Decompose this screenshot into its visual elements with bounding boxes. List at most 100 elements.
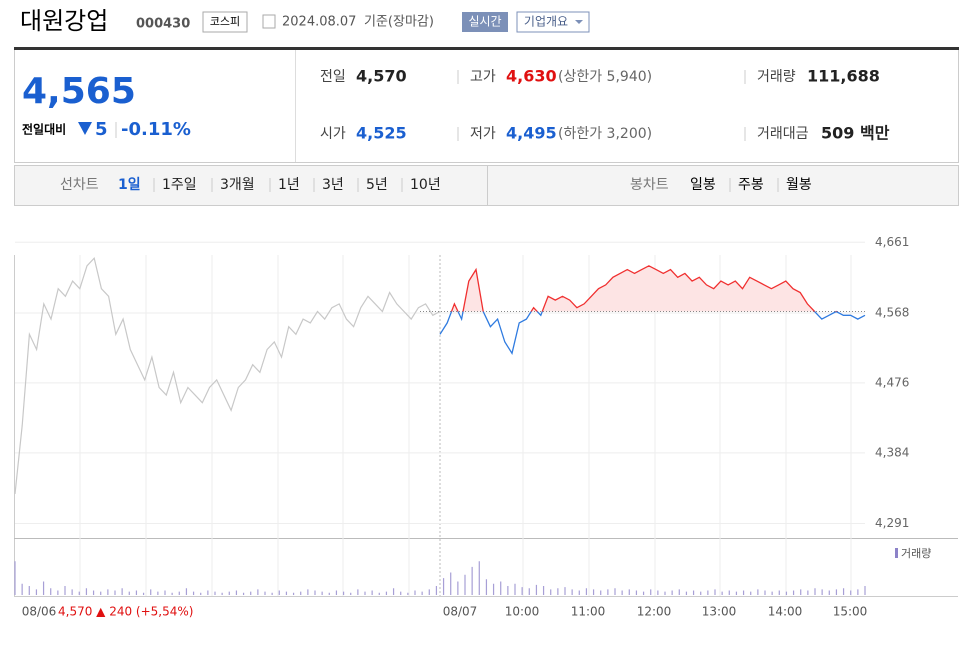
volume-bar — [778, 590, 780, 595]
period-tab[interactable]: 월봉 — [786, 177, 812, 193]
volume-bar — [514, 583, 516, 595]
volume-bar — [128, 591, 130, 595]
stat-label: 시가 — [320, 126, 346, 142]
volume-bar — [728, 590, 730, 595]
stat-value: 111,688 — [807, 67, 880, 86]
period-tab[interactable]: 3년 — [322, 177, 344, 193]
volume-bar — [421, 591, 423, 595]
stat-note: (상한가 5,940) — [558, 69, 652, 85]
y-tick-label: 4,568 — [875, 305, 909, 319]
volume-bar — [428, 589, 430, 595]
period-tab[interactable]: 일봉 — [690, 177, 716, 193]
volume-bar — [42, 581, 45, 595]
volume-bar — [814, 588, 816, 595]
volume-bar — [378, 592, 380, 595]
volume-bar — [857, 589, 859, 595]
volume-bar — [214, 591, 216, 595]
x-tick-label: 14:00 — [768, 605, 803, 619]
tab-group-label: 선차트 — [60, 177, 99, 193]
volume-bar — [614, 588, 616, 595]
price-line-up — [450, 265, 838, 312]
volume-bar — [571, 589, 573, 595]
volume-bar — [414, 590, 416, 595]
market: 코스피 — [210, 15, 240, 28]
stat-label: 거래량 — [757, 69, 796, 85]
x-tick-label: 15:00 — [833, 605, 868, 619]
x-tick-label: 08/07 — [443, 605, 478, 619]
volume-bar — [342, 591, 345, 595]
volume-bar — [457, 581, 459, 595]
volume-bar — [592, 589, 595, 595]
volume-bar — [321, 591, 323, 595]
volume-bar — [750, 591, 752, 595]
stat-value: 4,570 — [356, 67, 407, 86]
period-tab[interactable]: 1주일 — [162, 177, 197, 193]
tab-group-label: 봉차트 — [630, 177, 669, 193]
volume-bar — [407, 592, 409, 595]
period-tab[interactable]: 10년 — [410, 177, 441, 193]
volume-bar — [357, 589, 359, 595]
top-rule — [14, 47, 959, 50]
volume-bar — [278, 590, 280, 595]
period-tab[interactable]: 5년 — [366, 177, 388, 193]
volume-bar — [371, 590, 373, 595]
volume-bar — [564, 587, 566, 595]
period-tab[interactable]: 3개월 — [220, 177, 255, 193]
up-area — [440, 265, 865, 312]
volume-bar — [507, 586, 509, 595]
y-tick-label: 4,661 — [875, 235, 909, 249]
period-tab[interactable]: 1일 — [118, 177, 141, 193]
volume-bar — [707, 590, 709, 595]
company-info-button[interactable] — [516, 11, 590, 33]
volume-bar — [100, 591, 102, 595]
stat-label: 저가 — [470, 126, 496, 142]
period-tab[interactable]: 주봉 — [738, 177, 764, 193]
volume-bar — [71, 589, 73, 595]
x-tick-label: 11:00 — [571, 605, 606, 619]
stat-label: 고가 — [470, 69, 496, 85]
volume-bar — [435, 586, 438, 595]
volume-bar — [35, 589, 38, 595]
volume-bar — [350, 592, 352, 595]
volume-bar — [164, 590, 166, 595]
volume-bar — [842, 588, 845, 595]
volume-bar — [528, 588, 530, 595]
price-line-down — [439, 311, 866, 355]
volume-bar — [307, 589, 309, 595]
volume-bar — [792, 590, 795, 595]
date: 2024.08.07 — [282, 15, 356, 30]
volume-bar — [692, 590, 695, 595]
volume-bar — [142, 592, 145, 595]
volume-bar — [464, 574, 466, 595]
volume-bar — [400, 591, 402, 595]
volume-bar — [385, 591, 388, 595]
volume-bar — [657, 590, 659, 595]
volume-bar — [835, 589, 838, 595]
volume-bar — [735, 591, 738, 595]
volume-bar — [271, 592, 273, 595]
x-tick-label: 08/06 — [22, 605, 57, 619]
price: 4,565 — [22, 71, 136, 112]
volume-bar — [114, 590, 116, 595]
volume-bar — [807, 590, 809, 595]
volume-bar — [178, 591, 180, 595]
volume-bar — [550, 589, 552, 595]
x-tick-label: 10:00 — [505, 605, 540, 619]
volume-bar — [107, 589, 109, 595]
volume-bar — [171, 592, 173, 595]
volume-bar — [821, 589, 823, 595]
realtime-badge[interactable] — [462, 12, 508, 32]
volume-bar — [650, 589, 652, 595]
period-tab[interactable]: 1년 — [278, 177, 300, 193]
volume-bar — [828, 590, 830, 595]
company-info[interactable]: 기업개요 — [524, 15, 568, 29]
volume-bar — [314, 590, 316, 595]
stat-value: 4,495 — [506, 124, 557, 143]
volume-bar — [621, 590, 623, 595]
stat-note: (하한가 3,200) — [558, 126, 652, 142]
volume-bar — [228, 591, 230, 595]
volume-bar — [450, 572, 452, 595]
volume-bar — [700, 591, 702, 595]
realtime[interactable]: 실시간 — [468, 15, 501, 29]
